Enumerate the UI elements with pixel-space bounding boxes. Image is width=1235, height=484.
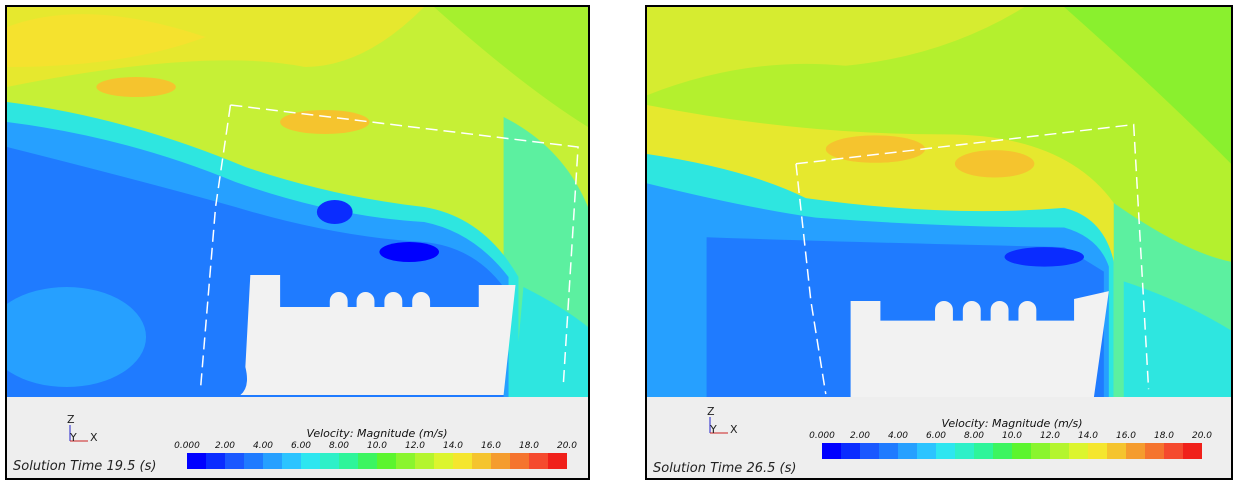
legend-color-swatch bbox=[491, 453, 510, 469]
legend-color-swatch bbox=[1183, 443, 1202, 459]
legend-tick: 8.00 bbox=[328, 441, 350, 451]
legend-color-swatch bbox=[282, 453, 301, 469]
legend-color-swatch bbox=[206, 453, 225, 469]
legend-color-swatch bbox=[917, 443, 936, 459]
legend-tick: 12.0 bbox=[1039, 431, 1061, 441]
legend-tick: 0.000 bbox=[809, 431, 835, 441]
legend-color-swatch bbox=[225, 453, 244, 469]
legend-tick: 2.00 bbox=[849, 431, 871, 441]
legend-tick: 6.00 bbox=[290, 441, 312, 451]
axis-triad-icon bbox=[709, 417, 728, 434]
legend-color-swatch bbox=[974, 443, 993, 459]
legend-tick: 18.0 bbox=[1153, 431, 1175, 441]
legend-color-swatch bbox=[396, 453, 415, 469]
legend-color-swatch bbox=[1088, 443, 1107, 459]
legend-tick: 18.0 bbox=[518, 441, 540, 451]
legend-color-swatch bbox=[548, 453, 567, 469]
legend-color-swatch bbox=[510, 453, 529, 469]
solution-time-label: Solution Time 26.5 (s) bbox=[653, 461, 797, 476]
legend-color-swatch bbox=[472, 453, 491, 469]
legend-color-swatch bbox=[320, 453, 339, 469]
legend-tick: 16.0 bbox=[480, 441, 502, 451]
y-axis-label: Y bbox=[710, 423, 717, 436]
axis-triad-right: Z Y X bbox=[702, 405, 742, 443]
legend-tick: 4.00 bbox=[887, 431, 909, 441]
legend-color-swatch bbox=[529, 453, 548, 469]
legend-tick: 6.00 bbox=[925, 431, 947, 441]
legend-color-swatch bbox=[358, 453, 377, 469]
legend-color-swatch bbox=[1031, 443, 1050, 459]
legend-tick: 4.00 bbox=[252, 441, 274, 451]
legend-color-swatch bbox=[822, 443, 841, 459]
solution-time-label: Solution Time 19.5 (s) bbox=[13, 459, 157, 474]
axis-triad-left: Z Y X bbox=[62, 413, 102, 451]
x-axis-label: X bbox=[90, 431, 98, 444]
legend-color-swatch bbox=[453, 453, 472, 469]
legend-tick: 8.00 bbox=[963, 431, 985, 441]
legend-tick: 10.0 bbox=[1001, 431, 1023, 441]
legend-color-swatch bbox=[1069, 443, 1088, 459]
legend-color-swatch bbox=[1126, 443, 1145, 459]
legend-color-swatch bbox=[187, 453, 206, 469]
legend-color-swatch bbox=[415, 453, 434, 469]
legend-color-bar bbox=[822, 443, 1202, 459]
legend-tick: 20.0 bbox=[556, 441, 578, 451]
legend-color-swatch bbox=[1107, 443, 1126, 459]
legend-color-swatch bbox=[860, 443, 879, 459]
ground-area bbox=[647, 405, 1231, 478]
legend-tick: 20.0 bbox=[1191, 431, 1213, 441]
legend-color-swatch bbox=[879, 443, 898, 459]
legend-ticks: 0.000 2.00 4.00 6.00 8.00 10.0 12.0 14.0… bbox=[809, 431, 1212, 443]
legend-tick: 14.0 bbox=[1077, 431, 1099, 441]
legend-title: Velocity: Magnitude (m/s) bbox=[941, 417, 1083, 430]
legend-color-swatch bbox=[898, 443, 917, 459]
legend-color-swatch bbox=[244, 453, 263, 469]
legend-color-swatch bbox=[263, 453, 282, 469]
legend-title: Velocity: Magnitude (m/s) bbox=[306, 427, 448, 440]
legend-ticks: 0.000 2.00 4.00 6.00 8.00 10.0 12.0 14.0… bbox=[174, 441, 577, 453]
z-axis-label: Z bbox=[707, 405, 715, 418]
legend-color-swatch bbox=[1012, 443, 1031, 459]
legend-color-swatch bbox=[301, 453, 320, 469]
velocity-contour-right bbox=[647, 7, 1231, 397]
legend-color-swatch bbox=[339, 453, 358, 469]
legend-color-swatch bbox=[955, 443, 974, 459]
legend-color-swatch bbox=[1145, 443, 1164, 459]
legend-color-swatch bbox=[1164, 443, 1183, 459]
legend-color-swatch bbox=[377, 453, 396, 469]
legend-tick: 12.0 bbox=[404, 441, 426, 451]
flow-view-right: Z Y X Velocity: Magnitude (m/s) 0.000 2.… bbox=[645, 5, 1233, 480]
z-axis-label: Z bbox=[67, 413, 75, 426]
legend-tick: 14.0 bbox=[442, 441, 464, 451]
legend-tick: 16.0 bbox=[1115, 431, 1137, 441]
velocity-contour-left bbox=[7, 7, 588, 397]
y-axis-label: Y bbox=[70, 431, 77, 444]
legend-color-swatch bbox=[434, 453, 453, 469]
flow-view-left: Z Y X Velocity: Magnitude (m/s) 0.000 2.… bbox=[5, 5, 590, 480]
legend-color-bar bbox=[187, 453, 567, 469]
axis-triad-icon bbox=[69, 425, 88, 442]
legend-tick: 0.000 bbox=[174, 441, 200, 451]
legend-tick: 10.0 bbox=[366, 441, 388, 451]
legend-color-swatch bbox=[841, 443, 860, 459]
legend-color-swatch bbox=[1050, 443, 1069, 459]
legend-tick: 2.00 bbox=[214, 441, 236, 451]
legend-color-swatch bbox=[936, 443, 955, 459]
legend-color-swatch bbox=[993, 443, 1012, 459]
x-axis-label: X bbox=[730, 423, 738, 436]
